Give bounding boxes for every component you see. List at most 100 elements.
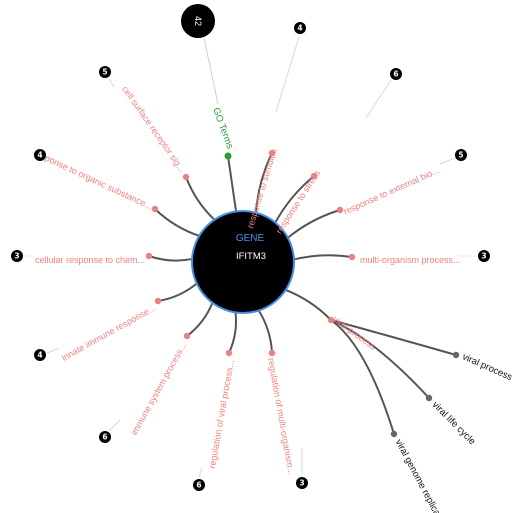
term-link <box>286 209 341 240</box>
go-count-circle[interactable] <box>181 4 215 38</box>
term-label: response to organic substance... <box>32 147 154 211</box>
term-dot[interactable] <box>182 173 190 181</box>
gene-name-label: IFITM3 <box>236 251 266 262</box>
leaf-dot[interactable] <box>452 351 460 359</box>
leaf-node[interactable]: viral life cycle <box>425 394 478 447</box>
term-count-badge[interactable]: 6 <box>99 431 111 443</box>
term-count-label: 3 <box>481 252 486 261</box>
term-dot[interactable] <box>336 206 344 214</box>
term-count-label: 5 <box>458 151 463 160</box>
tree-links <box>148 152 457 435</box>
term-node[interactable]: immune system process... 6 <box>99 332 191 443</box>
term-node[interactable]: viral process <box>327 314 378 352</box>
term-label: response to external bio... <box>342 165 441 216</box>
go-terms-label: GO Terms <box>210 106 235 151</box>
annotation-lines <box>24 36 477 478</box>
term-node[interactable]: cellular response to chem... 3 <box>11 250 153 265</box>
term-count-badge[interactable]: 6 <box>193 479 205 491</box>
leaf-node[interactable]: viral genome replication <box>390 430 450 513</box>
term-link <box>157 282 199 302</box>
term-count-circle[interactable] <box>99 431 111 443</box>
leaf-label: viral genome replication <box>393 438 450 513</box>
term-node[interactable]: innate immune response... 4 <box>34 297 162 363</box>
go-terms-hub[interactable]: 42 GO Terms <box>181 4 235 160</box>
term-link <box>257 309 273 354</box>
term-annotation-line <box>46 347 60 354</box>
term-label: regulation of multi-organism... <box>266 357 296 475</box>
term-count-badge[interactable]: 3 <box>478 250 490 262</box>
term-count-badge[interactable]: 3 <box>11 250 23 262</box>
term-count-circle[interactable] <box>11 250 23 262</box>
term-dot[interactable] <box>310 172 318 180</box>
term-label: multi-organism process... <box>360 255 461 265</box>
term-count-label: 3 <box>299 479 304 488</box>
term-link <box>186 301 214 337</box>
term-node[interactable]: multi-organism process... 3 <box>348 250 490 265</box>
term-count-badge[interactable]: 4 <box>34 349 46 361</box>
term-annotation-line <box>108 419 121 432</box>
term-link <box>148 255 194 262</box>
term-link <box>185 176 216 222</box>
leaf-dot[interactable] <box>390 430 398 438</box>
term-count-badge[interactable]: 3 <box>296 477 308 489</box>
term-count-badge[interactable]: 4 <box>294 22 306 34</box>
term-dot[interactable] <box>183 332 191 340</box>
term-dot[interactable] <box>327 316 335 324</box>
leaf-dot[interactable] <box>425 394 433 402</box>
term-node[interactable]: response to external bio... 5 <box>336 149 467 217</box>
term-label: innate immune response... <box>60 303 158 363</box>
leaf-link <box>330 319 395 435</box>
term-count-badge[interactable]: 5 <box>455 149 467 161</box>
term-count-label: 3 <box>14 252 19 261</box>
term-label: cellular response to chem... <box>35 255 145 265</box>
term-annotation-line <box>439 157 456 165</box>
term-dot[interactable] <box>268 149 276 157</box>
term-count-label: 6 <box>393 70 398 79</box>
term-count-label: 6 <box>102 433 107 442</box>
gene-node[interactable]: GENE IFITM3 <box>191 210 295 314</box>
leaf-label: viral process <box>461 351 512 383</box>
term-link <box>154 208 201 238</box>
term-count-circle[interactable] <box>34 149 46 161</box>
term-node[interactable]: regulation of viral process... 6 <box>193 349 236 491</box>
leaf-label: viral life cycle <box>430 399 478 447</box>
term-count-circle[interactable] <box>34 349 46 361</box>
term-annotation-line <box>365 79 392 119</box>
term-count-circle[interactable] <box>193 479 205 491</box>
term-node[interactable]: response to organic substance...4 <box>32 147 159 213</box>
term-dot[interactable] <box>154 297 162 305</box>
term-count-circle[interactable] <box>455 149 467 161</box>
term-label: regulation of viral process... <box>207 359 236 469</box>
term-link <box>292 254 353 261</box>
term-dot[interactable] <box>145 252 153 260</box>
go-count-label: 42 <box>193 16 203 26</box>
term-dot[interactable] <box>268 349 276 357</box>
term-dot[interactable] <box>151 205 159 213</box>
term-count-badge[interactable]: 5 <box>99 66 111 78</box>
term-label: immune system process... <box>129 341 188 437</box>
leaf-link <box>330 319 430 399</box>
term-count-circle[interactable] <box>99 66 111 78</box>
term-count-badge[interactable]: 4 <box>34 149 46 161</box>
term-count-badge[interactable]: 6 <box>390 68 402 80</box>
term-dot[interactable] <box>225 349 233 357</box>
term-label: cell surface receptor sig... <box>120 84 187 174</box>
term-link <box>284 288 332 321</box>
term-node[interactable]: cell surface receptor sig... 5 <box>99 66 190 181</box>
term-link <box>254 152 273 214</box>
term-count-circle[interactable] <box>296 477 308 489</box>
term-count-circle[interactable] <box>294 22 306 34</box>
term-link <box>228 311 238 354</box>
gene-circle[interactable] <box>191 210 295 314</box>
term-count-label: 4 <box>37 151 42 160</box>
term-count-circle[interactable] <box>390 68 402 80</box>
term-count-label: 5 <box>102 68 107 77</box>
term-count-label: 4 <box>37 351 42 360</box>
term-count-circle[interactable] <box>478 250 490 262</box>
term-dot[interactable] <box>348 253 356 261</box>
go-terms-node[interactable] <box>224 152 232 160</box>
leaf-node[interactable]: viral process <box>452 351 512 383</box>
